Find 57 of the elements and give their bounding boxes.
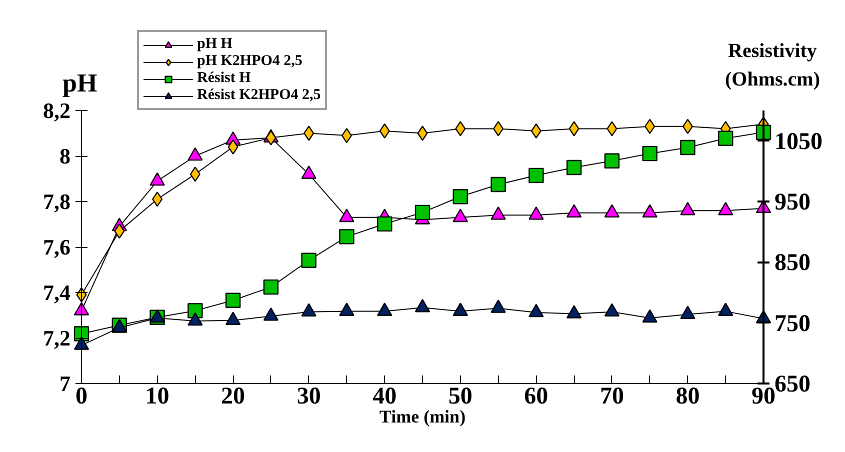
x-tick-label: 80 (676, 384, 700, 410)
x-tick-label: 70 (600, 384, 624, 410)
point (339, 302, 354, 316)
legend-label: Résist H (197, 70, 251, 87)
point (377, 302, 392, 316)
y2-tick-label: 950 (774, 190, 810, 216)
point (642, 309, 658, 323)
y2-axis-title: Resistivity (Ohms.cm) (725, 40, 820, 90)
point (604, 153, 620, 168)
x-tick-label: 60 (524, 384, 548, 410)
x-tick-label: 20 (221, 384, 246, 410)
y-tick-label: 8 (60, 144, 70, 168)
point (263, 307, 279, 321)
point (490, 300, 506, 313)
point (414, 298, 430, 312)
point (452, 189, 468, 204)
point (225, 312, 241, 326)
y2-tick-label: 1050 (774, 128, 822, 155)
point (680, 140, 696, 156)
point (301, 252, 316, 268)
point (528, 304, 544, 318)
y-tick-label: 7 (60, 371, 70, 396)
legend-label: pH H (197, 36, 232, 53)
x-tick-label: 40 (372, 384, 397, 410)
y2-tick-label: 850 (774, 250, 810, 276)
x-tick-label: 50 (448, 384, 472, 410)
point (188, 312, 203, 326)
point (566, 160, 582, 176)
y2-tick-label: 750 (774, 310, 810, 337)
point (566, 305, 582, 318)
y-tick-label: 7,4 (43, 280, 70, 305)
x-tick-label: 10 (145, 384, 170, 410)
point (680, 306, 696, 319)
x-axis-title: Time (min) (379, 406, 466, 426)
y-tick-label: 7,2 (43, 326, 70, 350)
legend-label: Résist K2HPO4 2,5 (197, 87, 321, 104)
point (263, 279, 279, 295)
y-tick-label: 7,6 (43, 234, 70, 260)
point (604, 303, 620, 317)
x-tick-label: 0 (76, 384, 88, 410)
point (528, 168, 544, 184)
point (377, 216, 392, 232)
y-tick-label: 8,2 (43, 98, 70, 123)
x-tick-label: 30 (296, 384, 321, 410)
y-tick-label: 7,8 (43, 189, 70, 214)
y2-tick-label: 650 (774, 372, 810, 398)
point (414, 204, 430, 220)
point (718, 302, 734, 316)
legend-label: pH K2HPO4 2,5 (197, 53, 302, 70)
point (452, 302, 468, 316)
point (490, 176, 506, 192)
point (301, 303, 316, 317)
point (718, 130, 734, 146)
point (642, 146, 658, 162)
y-axis-title: pH (62, 68, 98, 98)
x-tick-label: 90 (752, 384, 776, 410)
point (339, 229, 354, 244)
